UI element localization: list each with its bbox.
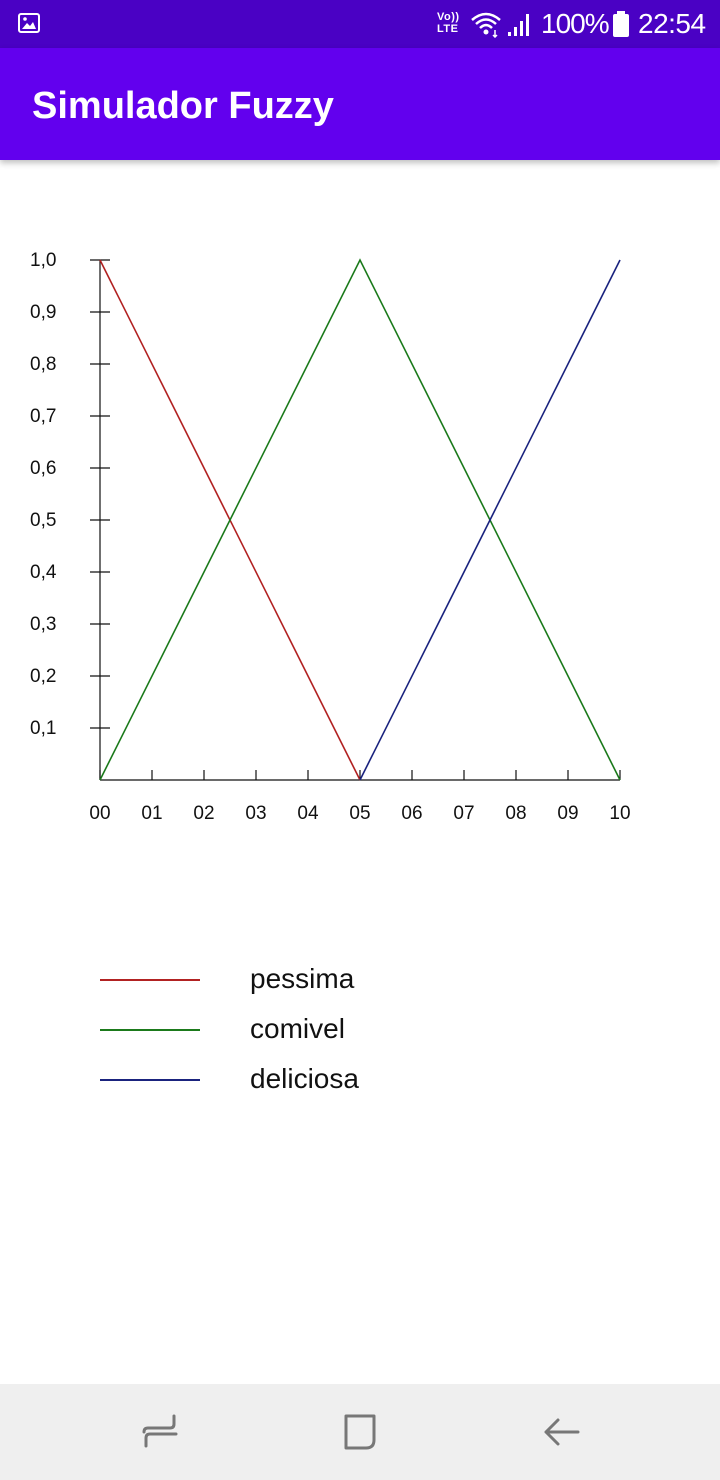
y-tick-label: 1,0 — [30, 250, 56, 271]
series-line-deliciosa — [359, 259, 621, 781]
y-tick-label: 0,1 — [30, 718, 56, 739]
series-line-comivel — [99, 258, 621, 781]
x-tick-label: 09 — [557, 803, 578, 824]
y-tick-label: 0,7 — [30, 406, 56, 427]
x-tick-label: 08 — [505, 803, 526, 824]
x-tick-label: 02 — [193, 803, 214, 824]
lte-label: LTE — [437, 23, 459, 35]
y-tick-label: 0,8 — [30, 354, 56, 375]
x-tick-label: 07 — [453, 803, 474, 824]
legend-item-deliciosa: deliciosa — [100, 1058, 500, 1108]
battery-icon — [613, 11, 629, 37]
back-icon — [544, 1418, 580, 1446]
battery-percentage: 100% — [541, 8, 610, 39]
legend-swatch-comivel — [100, 1029, 200, 1031]
recent-apps-button[interactable] — [140, 1412, 180, 1452]
legend-item-comivel: comivel — [100, 1008, 500, 1058]
y-ticks: 0,1 0,2 0,3 0,4 0,5 0,6 0,7 0,8 0,9 1,0 — [30, 250, 110, 739]
y-tick-label: 0,5 — [30, 510, 56, 531]
x-tick-label: 03 — [245, 803, 266, 824]
x-tick-label: 06 — [401, 803, 422, 824]
legend-label-pessima: pessima — [250, 963, 355, 994]
back-button[interactable] — [542, 1412, 582, 1452]
y-tick-label: 0,4 — [30, 562, 57, 583]
home-icon — [344, 1414, 376, 1450]
y-tick-label: 0,3 — [30, 614, 56, 635]
legend-label-deliciosa: deliciosa — [250, 1063, 359, 1094]
legend-item-pessima: pessima — [100, 958, 500, 1008]
legend-swatch-deliciosa — [100, 1079, 200, 1081]
volte-indicator: Vo)) LTE — [437, 11, 460, 35]
app-bar: Simulador Fuzzy — [0, 48, 720, 160]
status-clock: 22:54 — [638, 8, 706, 39]
y-tick-label: 0,2 — [30, 666, 56, 687]
home-button[interactable] — [340, 1412, 380, 1452]
legend-label-comivel: comivel — [250, 1013, 345, 1044]
y-tick-label: 0,9 — [30, 302, 56, 323]
legend-swatch-pessima — [100, 979, 200, 981]
series-layer — [99, 258, 621, 781]
x-tick-label: 04 — [297, 803, 319, 824]
x-ticks: 00 01 02 03 04 05 06 07 08 09 10 — [89, 770, 631, 824]
recent-apps-icon — [142, 1414, 178, 1448]
wifi-icon — [471, 12, 501, 38]
navigation-bar — [0, 1384, 720, 1480]
app-title: Simulador Fuzzy — [32, 85, 334, 127]
x-tick-label: 05 — [349, 803, 370, 824]
fuzzy-membership-chart: 0,10,20,30,40,50,60,70,80,91,0 00 01 02 03 0… — [30, 250, 631, 824]
x-tick-label: 10 — [609, 803, 630, 824]
volte-label: Vo)) — [437, 11, 460, 23]
signal-icon — [508, 14, 529, 36]
x-tick-label: 00 — [89, 803, 110, 824]
status-bar: Vo)) LTE 100% 22:54 — [0, 0, 720, 48]
y-tick-label: 0,6 — [30, 458, 56, 479]
gallery-icon — [18, 13, 40, 33]
chart-legend: pessima comivel deliciosa — [100, 958, 500, 1108]
x-tick-label: 01 — [141, 803, 162, 824]
